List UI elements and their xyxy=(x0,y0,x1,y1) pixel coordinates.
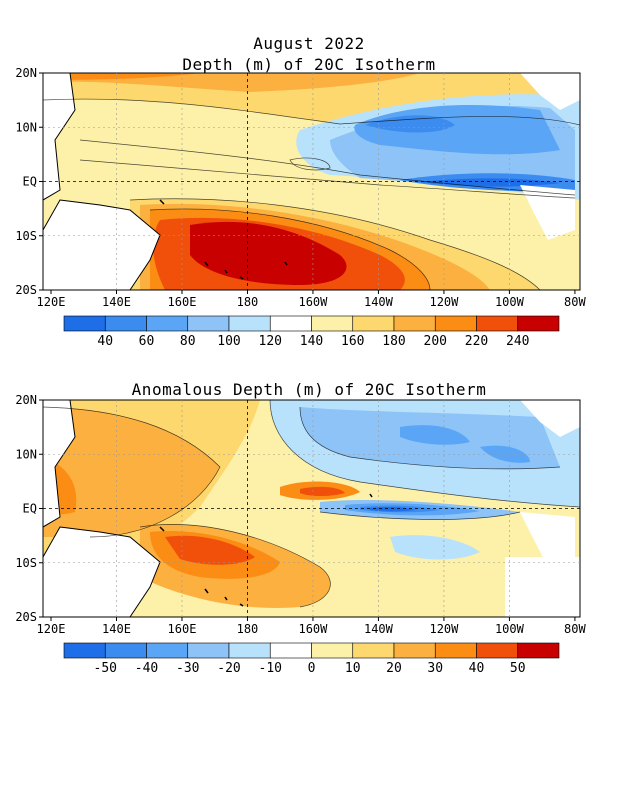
colorbar-swatch xyxy=(311,642,354,659)
y-tick-label: 20N xyxy=(15,393,37,407)
x-tick-label: 100W xyxy=(495,622,525,636)
x-tick-label: 100W xyxy=(495,295,525,309)
colorbar-label: -50 xyxy=(94,661,117,672)
colorbar-label: 50 xyxy=(510,661,526,672)
depth-y-ticks: 20N 10N EQ 10S 20S xyxy=(15,66,43,297)
colorbar-label: -10 xyxy=(259,661,282,672)
colorbar-label: -40 xyxy=(135,661,158,672)
depth-colorbar: 40 60 80 100 120 140 160 180 200 220 240 xyxy=(63,315,560,345)
x-tick-label: 80W xyxy=(564,622,586,636)
y-tick-label: 20S xyxy=(15,283,37,297)
colorbar-label: 60 xyxy=(139,334,155,345)
y-tick-label: 10S xyxy=(15,556,37,570)
colorbar-label: 160 xyxy=(341,334,364,345)
colorbar-swatch xyxy=(517,315,560,332)
x-tick-label: 140W xyxy=(364,295,394,309)
x-tick-label: 120W xyxy=(429,295,459,309)
colorbar-swatch xyxy=(146,642,189,659)
colorbar-label: 240 xyxy=(506,334,529,345)
anomaly-x-ticks: 120E 140E 160E 180 160W 140W 120W 100W 80W xyxy=(37,617,587,636)
colorbar-label: -30 xyxy=(176,661,199,672)
x-tick-label: 120E xyxy=(37,295,66,309)
colorbar-label: 30 xyxy=(427,661,443,672)
colorbar-label: 40 xyxy=(97,334,113,345)
x-tick-label: 140E xyxy=(102,622,131,636)
colorbar-label: -20 xyxy=(217,661,240,672)
colorbar-label: 140 xyxy=(300,334,323,345)
y-tick-label: 10N xyxy=(15,120,37,134)
colorbar-label: 0 xyxy=(308,661,316,672)
x-tick-label: 160W xyxy=(298,622,328,636)
panel1-title: Depth (m) of 20C Isotherm xyxy=(182,55,436,74)
x-tick-label: 160E xyxy=(168,622,197,636)
colorbar-label: 100 xyxy=(217,334,240,345)
colorbar-swatch xyxy=(187,642,230,659)
y-tick-label: EQ xyxy=(23,175,37,189)
anomaly-gridlines xyxy=(43,400,580,617)
colorbar-swatch xyxy=(104,642,147,659)
depth-field xyxy=(43,73,580,290)
colorbar-swatch xyxy=(476,642,519,659)
x-tick-label: 180 xyxy=(237,295,259,309)
x-tick-label: 160E xyxy=(168,295,197,309)
colorbar-swatch xyxy=(228,642,271,659)
colorbar-label: 220 xyxy=(465,334,488,345)
y-tick-label: 10N xyxy=(15,447,37,461)
colorbar-label: 40 xyxy=(469,661,485,672)
panel2-title: Anomalous Depth (m) of 20C Isotherm xyxy=(131,380,487,399)
x-tick-label: 120E xyxy=(37,622,66,636)
anomaly-colorbar: -50 -40 -30 -20 -10 0 10 20 30 40 50 xyxy=(63,642,560,672)
colorbar-swatch xyxy=(517,642,560,659)
colorbar-swatch xyxy=(269,642,312,659)
colorbar-label: 20 xyxy=(386,661,402,672)
x-tick-label: 120W xyxy=(429,622,459,636)
depth-gridlines xyxy=(43,73,580,290)
colorbar-label: 10 xyxy=(345,661,361,672)
colorbar-swatch xyxy=(63,642,106,659)
colorbar-swatch xyxy=(393,642,436,659)
depth-chart: 120E 140E 160E 180 160W 140W 120W 100W 80W 20N 10… xyxy=(15,66,587,345)
x-tick-label: 140E xyxy=(102,295,131,309)
x-tick-label: 160W xyxy=(298,295,328,309)
x-tick-label: 140W xyxy=(364,622,394,636)
y-tick-label: EQ xyxy=(23,502,37,516)
depth-x-ticks: 120E 140E 160E 180 160W 140W 120W 100W 80W xyxy=(37,290,587,309)
y-tick-label: 10S xyxy=(15,229,37,243)
colorbar-swatch xyxy=(352,642,395,659)
anomaly-y-ticks: 20N 10N EQ 10S 20S xyxy=(15,393,43,624)
x-tick-label: 80W xyxy=(564,295,586,309)
x-tick-label: 180 xyxy=(237,622,259,636)
anomaly-chart: 120E 140E 160E 180 160W 140W 120W 100W 80W 20N 10… xyxy=(15,393,587,672)
colorbar-label: 80 xyxy=(180,334,196,345)
colorbar-swatch xyxy=(434,642,477,659)
y-tick-label: 20N xyxy=(15,66,37,80)
y-tick-label: 20S xyxy=(15,610,37,624)
colorbar-label: 200 xyxy=(424,334,447,345)
colorbar-label: 120 xyxy=(259,334,282,345)
figure-title: August 2022 xyxy=(253,34,365,53)
colorbar-label: 180 xyxy=(382,334,405,345)
